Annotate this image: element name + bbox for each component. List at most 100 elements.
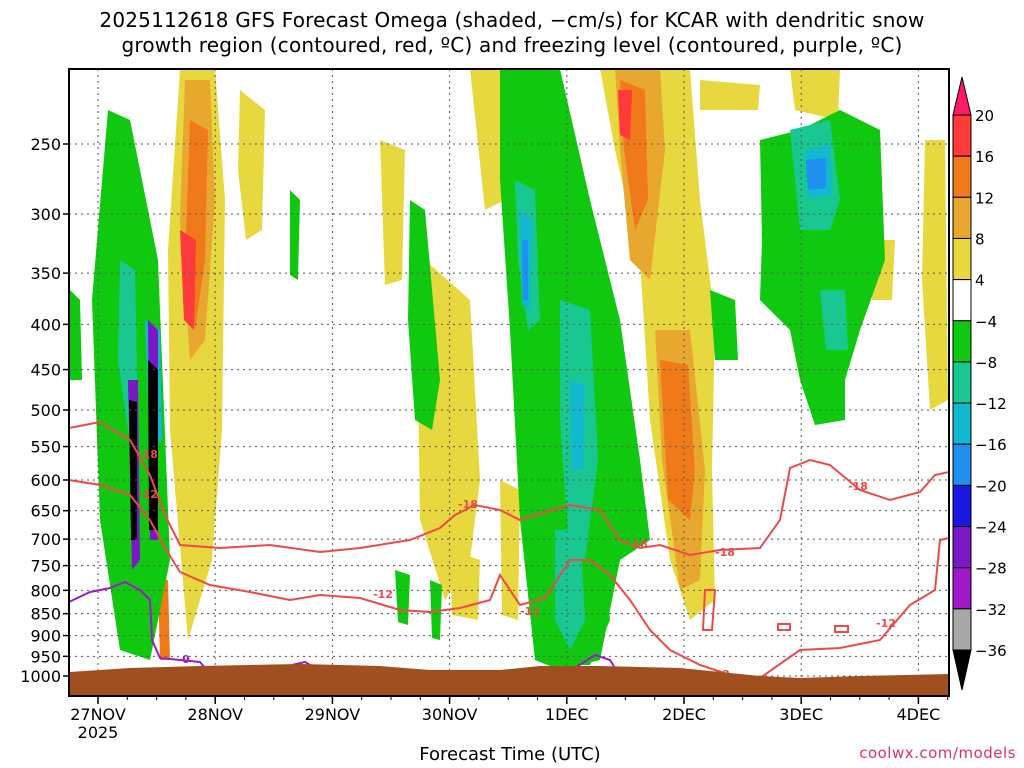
colorbar-label: −8 (975, 354, 997, 372)
omega-shade-region (238, 90, 265, 240)
y-tick-label: 350 (30, 264, 61, 283)
y-tick-label: 500 (30, 401, 61, 420)
y-tick-label: 750 (30, 557, 61, 576)
colorbar-label: 8 (975, 230, 985, 248)
contour-line (69, 479, 949, 680)
contour-label: 0 (182, 653, 190, 666)
x-tick-label: 1DEC (545, 705, 589, 724)
y-tick-label: 800 (30, 581, 61, 600)
y-tick-label: 250 (30, 135, 61, 154)
contour-label: -12 (876, 617, 896, 630)
grid-lines (69, 69, 949, 696)
y-tick-label: 1000 (20, 667, 61, 686)
colorbar-label: 20 (975, 107, 994, 125)
contour-label: -18 (715, 546, 735, 559)
contour-line (69, 420, 949, 557)
omega-shading (70, 69, 948, 670)
omega-shade-region (618, 90, 632, 140)
colorbar-label: −32 (975, 601, 1007, 619)
colorbar-label: 4 (975, 272, 985, 290)
colorbar-label: −36 (975, 642, 1007, 660)
credit-text: coolwx.com/models (859, 744, 1016, 762)
x-tick-label: 28NOV (187, 705, 243, 724)
y-axis: 250 300 350 400 450 500 550 600 650 700 750 800 850 9… (20, 135, 69, 686)
omega-shade-region (820, 290, 848, 350)
x-axis: 27NOV 28NOV 29NOV 30NOV 1DEC 2DEC 3DEC 4DEC 2025 (70, 696, 949, 742)
omega-shade-region (470, 69, 505, 210)
contour-line (701, 589, 717, 631)
chart-title-line2: growth region (contoured, red, ºC) and f… (121, 33, 903, 57)
colorbar: 20 16 12 8 4 −4 −8 −12 −16 −20 −24 −28 −32 −36 (952, 76, 1007, 691)
colorbar-box (952, 114, 972, 157)
colorbar-box (952, 443, 972, 486)
colorbar-box (952, 279, 972, 322)
omega-shade-region (290, 190, 300, 280)
colorbar-bottom-triangle (952, 649, 972, 691)
omega-shade-region (70, 290, 82, 380)
colorbar-label: −20 (975, 477, 1007, 495)
y-tick-label: 950 (30, 647, 61, 666)
colorbar-top-triangle (952, 76, 972, 116)
omega-shade-region (660, 360, 695, 520)
omega-shade-region (180, 230, 196, 330)
contour-label: -18 (458, 498, 478, 511)
contour-line (69, 580, 206, 669)
omega-shade-region (922, 140, 948, 410)
contour-label: -18 (628, 538, 648, 551)
omega-shade-region (148, 360, 158, 530)
x-axis-label: Forecast Time (UTC) (419, 744, 601, 765)
y-tick-label: 450 (30, 361, 61, 380)
contour-label: -18 (138, 448, 158, 461)
contour-line (574, 653, 616, 669)
omega-shade-region (790, 69, 840, 120)
omega-shade-region (806, 158, 826, 190)
chart-title-line1: 2025112618 GFS Forecast Omega (shaded, −… (99, 8, 925, 32)
y-tick-label: 550 (30, 438, 61, 457)
terrain (69, 664, 949, 696)
omega-shade-region (700, 80, 760, 110)
colorbar-label: −4 (975, 313, 997, 331)
omega-shade-region (522, 240, 528, 300)
omega-shade-region (450, 550, 480, 620)
colorbar-box (952, 237, 972, 281)
omega-shade-region (129, 400, 137, 540)
contour-line (834, 625, 849, 633)
x-tick-label: 29NOV (305, 705, 361, 724)
colorbar-label: −28 (975, 560, 1007, 578)
colorbar-box (952, 526, 972, 569)
colorbar-box (952, 320, 972, 363)
y-tick-label: 650 (30, 502, 61, 521)
colorbar-label: −16 (975, 436, 1007, 454)
x-tick-label: 27NOV (70, 705, 126, 724)
colorbar-box (952, 608, 972, 651)
colorbar-box (952, 567, 972, 610)
omega-shade-region (570, 380, 585, 470)
x-tick-label: 4DEC (897, 705, 941, 724)
colorbar-box (952, 402, 972, 445)
y-tick-label: 900 (30, 627, 61, 646)
colorbar-label: −24 (975, 519, 1007, 537)
y-tick-label: 600 (30, 471, 61, 490)
x-tick-label: 2DEC (662, 705, 706, 724)
colorbar-label: 16 (975, 148, 994, 166)
colorbar-label: −12 (975, 395, 1007, 413)
x-tick-label: 30NOV (422, 705, 478, 724)
contour-label: -12 (373, 588, 393, 601)
colorbar-box (952, 484, 972, 528)
colorbar-box (952, 155, 972, 198)
contour-line (777, 623, 791, 631)
colorbar-box (952, 361, 972, 404)
plot-frame (68, 68, 950, 697)
omega-shade-region (500, 480, 520, 620)
colorbar-label: 12 (975, 189, 994, 207)
y-tick-label: 300 (30, 205, 61, 224)
omega-shade-region (430, 580, 442, 640)
contour-label: -12 (520, 605, 540, 618)
omega-shade-region (710, 290, 738, 360)
contour-label: -12 (138, 488, 158, 501)
omega-shade-region (380, 140, 405, 285)
x-year-label: 2025 (78, 723, 119, 742)
y-tick-label: 400 (30, 315, 61, 334)
y-tick-label: 850 (30, 605, 61, 624)
